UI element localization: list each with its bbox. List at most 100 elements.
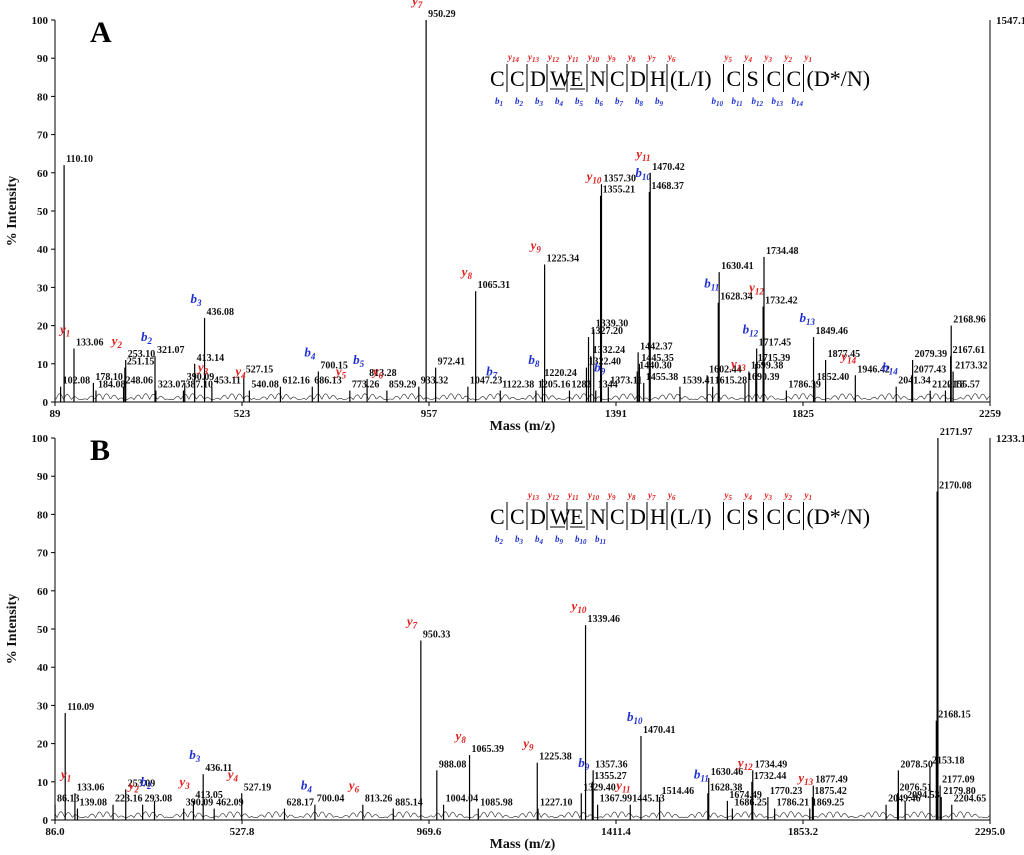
b-ion-label: b1 xyxy=(495,96,503,108)
x-tick-label: 1853.2 xyxy=(788,826,819,838)
ion-annotation: y1 xyxy=(58,322,70,339)
peak-label: 1065.31 xyxy=(478,280,511,291)
peak-label: 2204.65 xyxy=(954,794,987,805)
ion-annotation: y2 xyxy=(127,778,140,795)
peak-label: 253.10 xyxy=(128,349,156,360)
panel-label: B xyxy=(90,434,110,467)
max-counts-label: 1547.1 xyxy=(996,15,1024,27)
y-tick-label: 90 xyxy=(37,471,49,483)
peak-label: 1946.42 xyxy=(857,364,890,375)
peak-label: 972.41 xyxy=(438,357,466,368)
baseline-noise xyxy=(54,811,991,819)
y-tick-label: 20 xyxy=(37,321,49,333)
ion-annotation: b12 xyxy=(743,322,759,339)
peak-label: 133.06 xyxy=(77,782,105,793)
sequence-residue: D xyxy=(630,66,646,91)
sequence-residue: D xyxy=(630,504,646,529)
peak-label: 1227.10 xyxy=(540,798,573,809)
peak-label: 1628.38 xyxy=(710,782,743,793)
y-tick-label: 0 xyxy=(43,815,49,827)
peak-label: 628.17 xyxy=(286,798,314,809)
ion-annotation: y13 xyxy=(729,356,746,373)
sequence-residue: N xyxy=(590,66,606,91)
peak-label: 1615.28 xyxy=(715,376,748,387)
peak-label: 453.11 xyxy=(214,376,241,387)
sequence-residue: C xyxy=(610,504,625,529)
b-ion-label: b8 xyxy=(635,96,644,108)
b-ion-label: b7 xyxy=(615,96,624,108)
max-counts-label: 1233.1 xyxy=(996,433,1024,445)
peak-label: 2177.09 xyxy=(942,775,975,786)
peak-label: 1220.24 xyxy=(544,368,577,379)
peak-label: 1085.98 xyxy=(480,798,513,809)
peak-label: 2077.43 xyxy=(914,364,947,375)
y-tick-label: 80 xyxy=(37,509,49,521)
x-tick-label: 957 xyxy=(421,408,438,420)
ion-annotation: y14 xyxy=(839,348,856,365)
peak-label: 2076.51 xyxy=(900,782,933,793)
ion-annotation: y2 xyxy=(110,333,123,350)
y-tick-label: 70 xyxy=(37,548,49,560)
peak-label: 110.10 xyxy=(66,154,93,165)
sequence-residue: E xyxy=(570,66,583,91)
x-axis-title: Mass (m/z) xyxy=(490,419,556,434)
peak-label: 2170.08 xyxy=(939,480,972,491)
ion-annotation: b11 xyxy=(694,766,709,783)
ion-annotation: b3 xyxy=(189,747,201,764)
peak-label: 2094.53 xyxy=(907,790,940,801)
ion-annotation: y6 xyxy=(347,778,360,795)
x-tick-label: 527.8 xyxy=(230,826,255,838)
y-axis-title: % Intensity xyxy=(5,594,20,664)
ion-annotation: b5 xyxy=(353,352,365,369)
peak-label: 859.29 xyxy=(389,380,417,391)
b-ion-label: b6 xyxy=(595,96,604,108)
ion-annotation: y4 xyxy=(226,766,239,783)
peak-label: 1332.24 xyxy=(593,345,626,356)
y-ion-label: y10 xyxy=(587,490,600,502)
peak-label: 1770.23 xyxy=(770,786,803,797)
y-ion-label: y11 xyxy=(567,52,579,64)
ion-annotation: b4 xyxy=(301,778,313,795)
peak-label: 1869.25 xyxy=(812,798,845,809)
b-ion-label: b12 xyxy=(752,96,764,108)
y-ion-label: y3 xyxy=(764,490,773,502)
y-ion-label: y6 xyxy=(667,490,676,502)
x-tick-label: 86.0 xyxy=(45,826,65,838)
sequence-residue: W xyxy=(550,66,571,91)
sequence-residue: C xyxy=(787,504,802,529)
y-ion-label: y9 xyxy=(607,52,616,64)
ion-annotation: y1 xyxy=(59,766,71,783)
ion-annotation: b13 xyxy=(800,310,816,327)
x-tick-label: 89 xyxy=(50,408,62,420)
ion-annotation: y6 xyxy=(371,364,384,381)
peak-label: 1468.37 xyxy=(651,181,684,192)
peak-label: 1877.49 xyxy=(815,775,848,786)
y-tick-label: 60 xyxy=(37,586,49,598)
y-ion-label: y1 xyxy=(804,52,813,64)
sequence-residue: D xyxy=(530,66,546,91)
ion-annotation: y10 xyxy=(570,598,587,615)
ion-annotation: y8 xyxy=(460,264,473,281)
peak-label: 1786.39 xyxy=(788,380,821,391)
y-ion-label: y8 xyxy=(627,490,636,502)
x-tick-label: 1411.4 xyxy=(601,826,631,838)
ion-annotation: b9 xyxy=(578,755,590,772)
sequence-residue: N xyxy=(590,504,606,529)
peak-label: 1734.48 xyxy=(766,246,799,257)
ion-annotation: b11 xyxy=(704,276,719,293)
sequence-annotation: C C D W E N C D H (L/I) C S C C (D*/N)y14 y13 y12 y11 y10 y… xyxy=(490,52,870,108)
sequence-residue: C xyxy=(610,66,625,91)
peak-label: 323.07 xyxy=(158,380,186,391)
peak-label: 133.06 xyxy=(76,338,104,349)
ion-annotation: y5 xyxy=(334,364,347,381)
peak-label: 885.14 xyxy=(395,798,423,809)
x-tick-label: 2259 xyxy=(979,408,1002,420)
peak-label: 1628.34 xyxy=(720,292,753,303)
peak-label: 1470.41 xyxy=(643,725,676,736)
peak-label: 1344 xyxy=(598,380,618,391)
y-ion-label: y2 xyxy=(784,52,793,64)
sequence-residue: C xyxy=(490,66,505,91)
peak-label: 1283 xyxy=(571,380,591,391)
peak-label: 1357.30 xyxy=(603,173,636,184)
y-ion-label: y8 xyxy=(627,52,636,64)
